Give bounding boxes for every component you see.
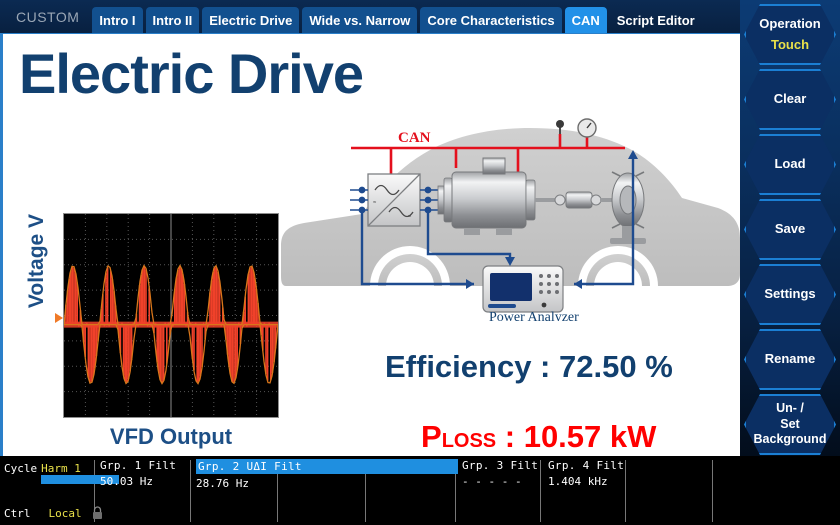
efficiency-label: Efficiency : [385,349,551,384]
ctrl-block: Ctrl Local [4,504,103,523]
cycle-label: Cycle [4,462,38,475]
softkey-label: Settings [764,286,816,302]
scope-y-axis-label: Voltage V [25,213,48,309]
electric-drive-diagram: CAN ≈ ≈ [278,106,740,321]
can-bus-label: CAN [398,130,431,146]
softkey-label: Rename [764,351,816,367]
group-4[interactable]: Grp. 4 Filt 1.404 kHz [548,459,624,488]
cycle-block: Cycle Harm 1 [4,462,120,484]
inverter-block: ≈ ≈ [367,173,421,227]
tab-electric-drive[interactable]: Electric Drive [202,7,300,33]
cycle-bar [41,475,120,484]
lock-icon [92,504,103,523]
tab-bar: CUSTOM Intro I Intro II Electric Drive Wide… [0,0,740,33]
group-frequency: 1.404 kHz [548,475,608,488]
inverter-input-terminals [350,186,368,214]
tab-core-characteristics[interactable]: Core Characteristics [420,7,562,33]
sensor-icon [556,120,564,134]
group-name: Grp. 2 UΔI Filt [196,459,458,474]
right-softkey-bar: Operation Touch Clear Load Save Settings Renam… [740,0,840,525]
softkey-label: Un- / Set Background [753,401,827,447]
ctrl-value[interactable]: Local [48,507,82,520]
group-frequency: - - - - - [462,475,522,488]
softkey-label: Clear [773,91,807,107]
group-name: Grp. 3 Filt [462,459,539,472]
softkey-clear[interactable]: Clear [744,69,836,130]
softkey-settings[interactable]: Settings [744,264,836,325]
custom-label: CUSTOM [16,9,80,25]
group-2[interactable]: Grp. 2 UΔI Filt 28.76 Hz [196,459,458,490]
softkey-label: Save [774,221,806,237]
power-loss-label-sub: LOSS [441,430,497,452]
measurement-signal-lines [360,156,635,286]
group-frequency: 28.76 Hz [196,477,249,490]
efficiency-readout: Efficiency : 72.50 % [385,349,673,385]
power-loss-separator: : [496,419,524,454]
softkey-label: Load [774,156,806,172]
cycle-value[interactable]: Harm 1 [41,462,81,475]
svg-text:≈: ≈ [408,214,412,220]
electric-motor [437,157,556,235]
page-title: Electric Drive [19,42,364,105]
power-loss-readout: PLOSS : 10.57 kW [421,419,656,455]
waveform-display[interactable] [63,213,279,418]
power-loss-value: 10.57 kW [523,419,657,454]
status-bar: Cycle Harm 1 Ctrl Local Grp. 1 Filt 50.03… [0,456,840,525]
tab-list: Intro I Intro II Electric Drive Wide vs. Na… [92,7,704,33]
softkey-value: Touch [770,36,810,52]
softkey-save[interactable]: Save [744,199,836,260]
tab-intro-i[interactable]: Intro I [92,7,143,33]
can-bus-lines [351,134,625,196]
main-canvas: Electric Drive [0,33,740,456]
torque-coupling [554,191,612,209]
tab-intro-ii[interactable]: Intro II [145,7,200,33]
group-name: Grp. 1 Filt [100,459,177,472]
power-loss-label: P [421,419,442,454]
power-analyzer-label: Power Analyzer [489,310,579,321]
softkey-un-set-background[interactable]: Un- / Set Background [744,394,836,455]
group-name: Grp. 4 Filt [548,459,625,472]
svg-text:≈: ≈ [373,200,377,206]
trigger-marker-icon [55,313,63,323]
scope-caption: VFD Output [109,424,233,449]
softkey-label: Operation [759,16,821,32]
softkey-rename[interactable]: Rename [744,329,836,390]
power-analyzer-device [482,265,564,313]
ctrl-label: Ctrl [4,507,31,520]
group-1[interactable]: Grp. 1 Filt 50.03 Hz [100,459,176,488]
efficiency-value: 72.50 % [559,349,673,384]
softkey-operation[interactable]: Operation Touch [744,4,836,65]
tab-script-editor[interactable]: Script Editor [616,12,695,28]
group-3[interactable]: Grp. 3 Filt - - - - - [462,459,538,488]
softkey-load[interactable]: Load [744,134,836,195]
group-frequency: 50.03 Hz [100,475,153,488]
scope-panel: Voltage V VFD Output [15,209,285,449]
gauge-icon [577,118,597,138]
tab-wide-vs-narrow[interactable]: Wide vs. Narrow [302,7,418,33]
tab-can[interactable]: CAN [564,7,607,33]
